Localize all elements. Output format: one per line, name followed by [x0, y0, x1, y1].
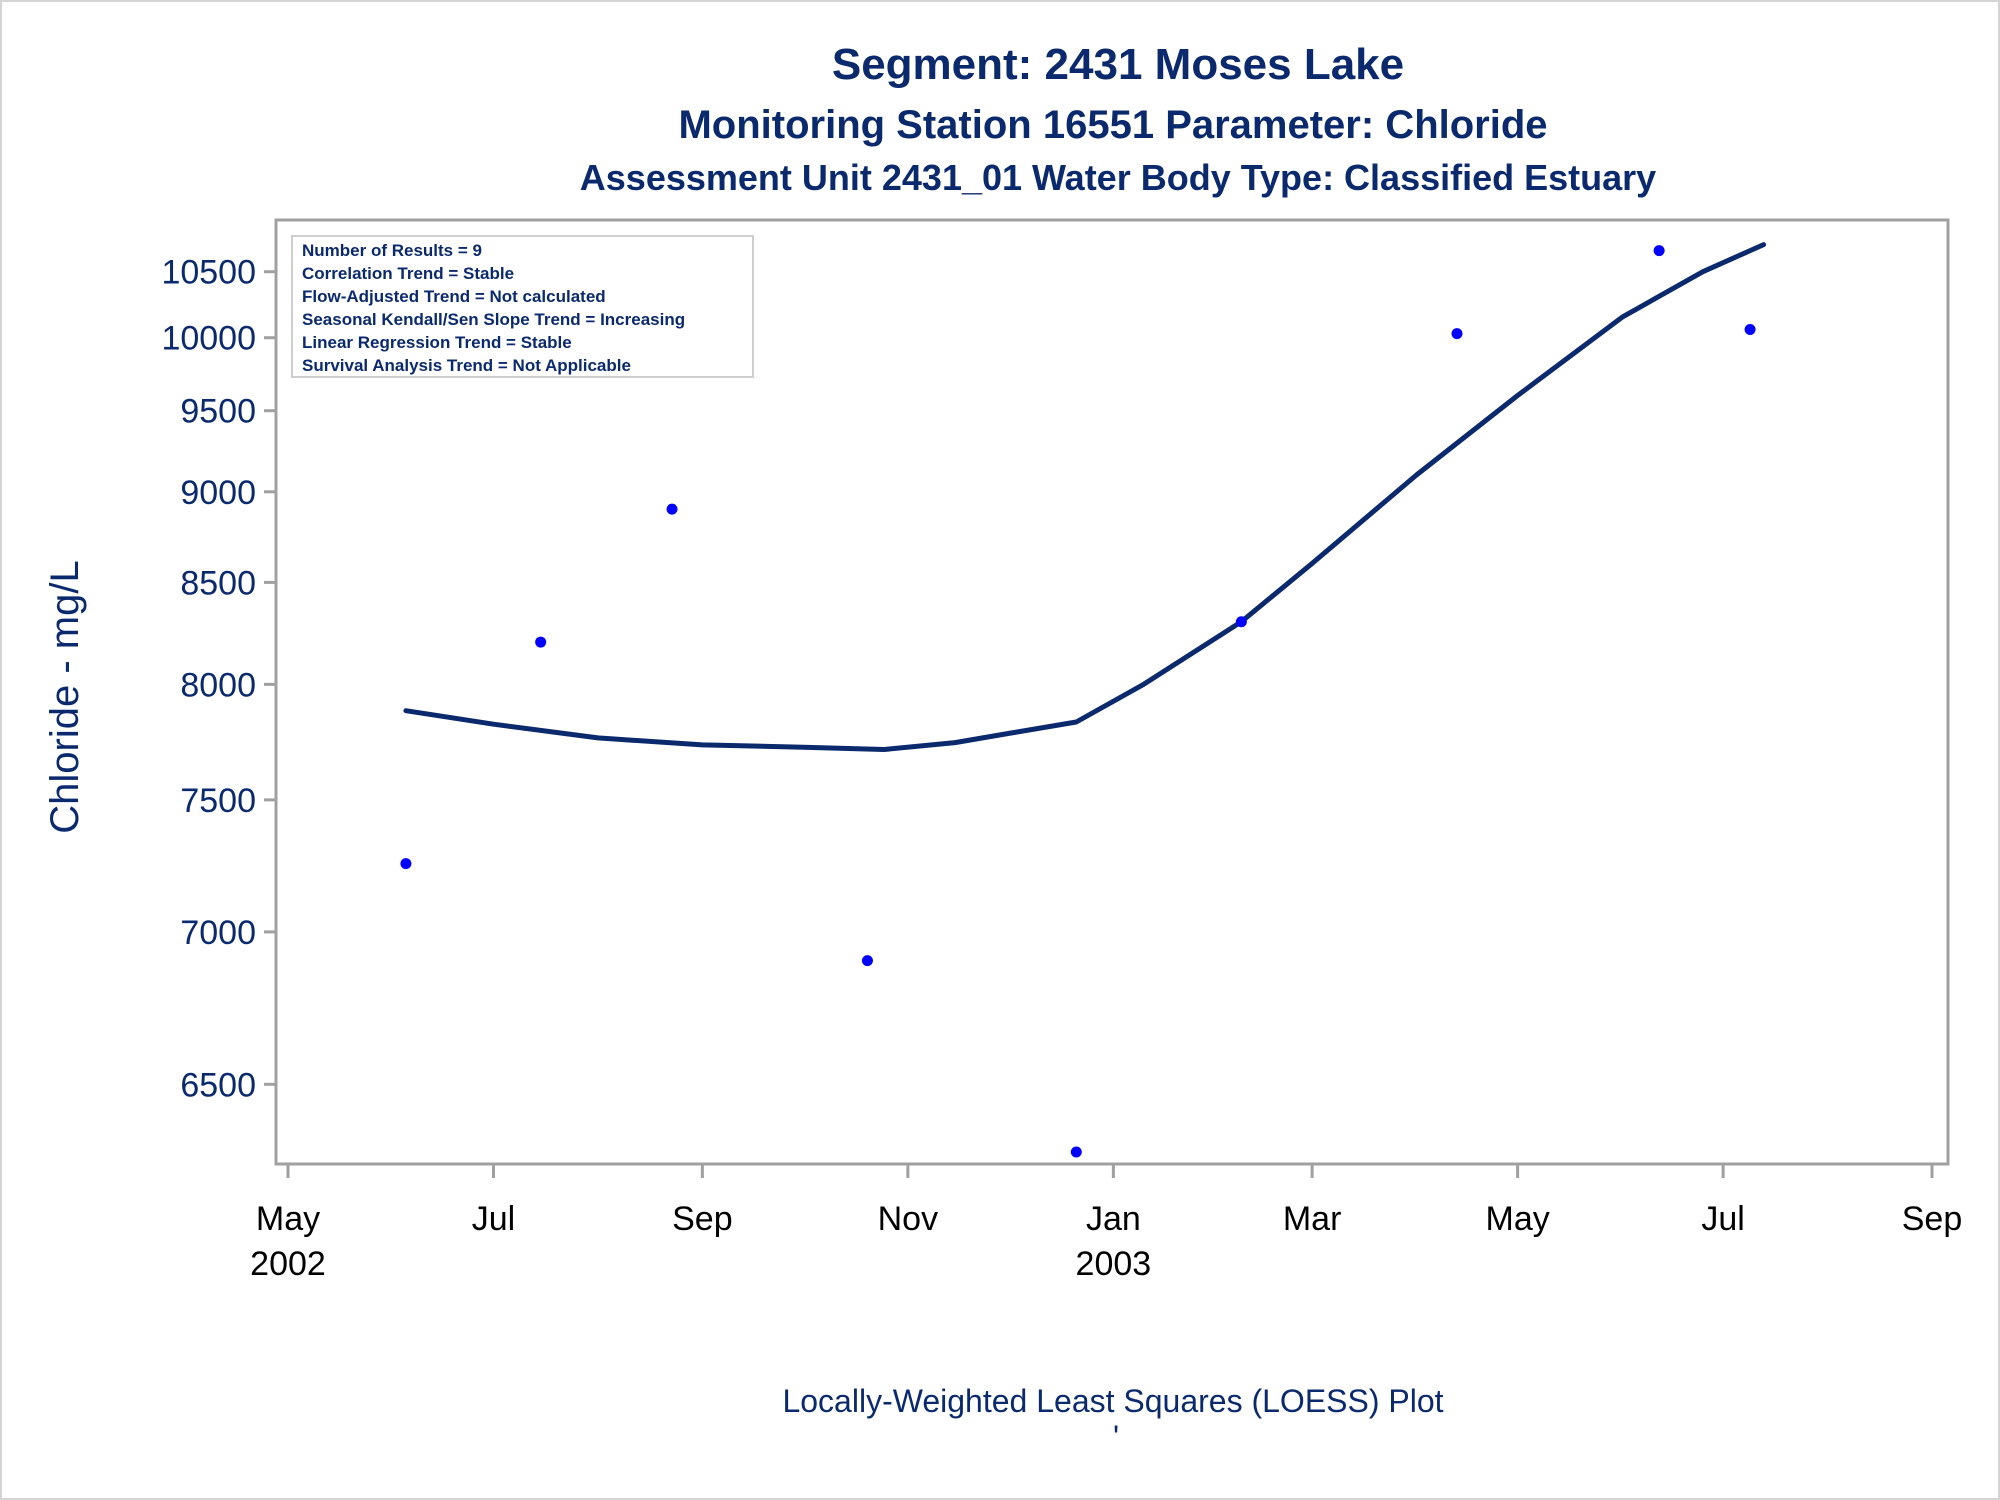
y-axis-label: Chloride - mg/L — [43, 560, 87, 833]
points-layer — [400, 245, 1756, 1158]
y-tick-label: 9500 — [180, 393, 256, 431]
x-tick-label: Sep — [672, 1200, 733, 1238]
y-tick-label: 10500 — [161, 254, 256, 292]
y-tick-label: 8500 — [180, 564, 256, 602]
data-point — [1451, 328, 1463, 340]
y-tick-label: 6500 — [180, 1066, 256, 1104]
x-tick-label: May — [1486, 1200, 1550, 1238]
data-point — [666, 503, 678, 515]
data-point — [400, 858, 412, 870]
x-tick-label: Jan — [1086, 1200, 1141, 1238]
data-point — [1070, 1146, 1082, 1158]
x-tick-label: Jul — [1701, 1200, 1744, 1238]
legend-entry: Correlation Trend = Stable — [302, 264, 514, 283]
chart-subtitle-secondary: Assessment Unit 2431_01 Water Body Type:… — [580, 157, 1656, 198]
legend-entry: Flow-Adjusted Trend = Not calculated — [302, 287, 606, 306]
x-tick-year-label: 2002 — [250, 1245, 326, 1283]
y-tick-label: 9000 — [180, 474, 256, 512]
y-tick-label: 8000 — [180, 666, 256, 704]
x-tick-label: Mar — [1283, 1200, 1342, 1238]
chart-title: Segment: 2431 Moses Lake — [832, 40, 1404, 89]
data-point — [1235, 616, 1247, 628]
loess-curve — [403, 242, 1767, 752]
legend-entry: Number of Results = 9 — [302, 241, 482, 260]
x-tick-label: May — [256, 1200, 320, 1238]
x-tick-label: Sep — [1902, 1200, 1963, 1238]
data-point — [535, 636, 547, 648]
legend-entry: Linear Regression Trend = Stable — [302, 333, 572, 352]
footnote-mark: ' — [1113, 1419, 1119, 1455]
legend-entry: Survival Analysis Trend = Not Applicable — [302, 356, 631, 375]
y-tick-label: 10000 — [161, 320, 256, 358]
data-point — [1653, 245, 1665, 257]
loess-layer — [403, 242, 1767, 752]
y-axis: 6500 7000 7500 8000 8500 9000 9500 10000 10500 — [161, 254, 276, 1104]
legend-box — [291, 235, 754, 378]
legend: Number of Results = 9 Correlation Trend =… — [291, 235, 754, 378]
chart-subtitle: Monitoring Station 16551 Parameter: Chlo… — [678, 103, 1547, 147]
x-tick-year-label: 2003 — [1076, 1245, 1152, 1283]
data-point — [1744, 323, 1756, 335]
x-tick-label: Jul — [472, 1200, 515, 1238]
chart-footnote: Locally-Weighted Least Squares (LOESS) P… — [782, 1383, 1443, 1419]
x-axis: May 2002 Jul Sep Nov Jan 2003 Mar May Jul Sep — [250, 1164, 1962, 1283]
data-point — [861, 955, 873, 967]
y-tick-label: 7000 — [180, 914, 256, 952]
legend-entry: Seasonal Kendall/Sen Slope Trend = Incre… — [302, 310, 685, 329]
x-tick-label: Nov — [878, 1200, 938, 1238]
y-tick-label: 7500 — [180, 782, 256, 820]
